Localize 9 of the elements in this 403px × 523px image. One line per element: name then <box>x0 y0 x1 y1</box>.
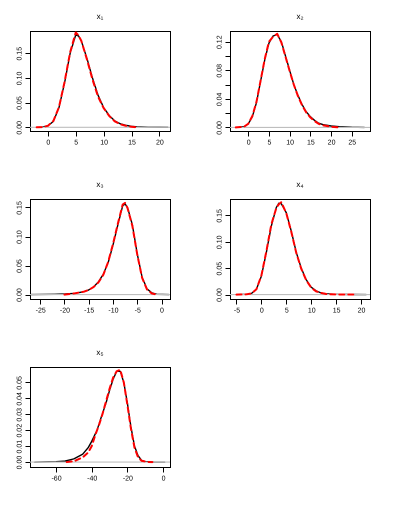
line-series <box>66 368 154 464</box>
chart-title: x₄ <box>296 180 304 189</box>
chart-title: x₁ <box>96 12 104 21</box>
line-series <box>63 202 158 296</box>
line-series <box>36 31 138 128</box>
chart-title: x₃ <box>96 180 104 189</box>
chart-title: x₂ <box>296 12 304 21</box>
line-series <box>234 32 340 128</box>
chart-title: x₅ <box>96 348 104 357</box>
